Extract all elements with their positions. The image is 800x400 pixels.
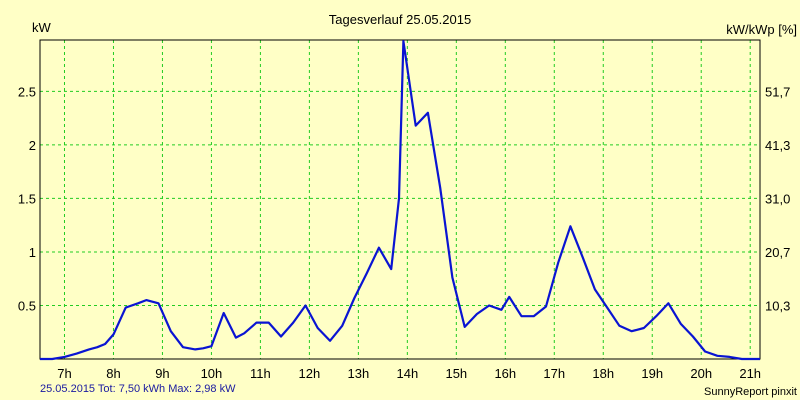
power-series-line [40, 39, 760, 361]
tick-labels: 7h 8h 9h 10h 11h 12h 13h 14h 15h 16h 17h 18h 19h 20h 2… [18, 84, 790, 381]
x-tick-label: 18h [592, 366, 614, 381]
y-axis-label-left: kW [32, 20, 52, 35]
x-tick-label: 13h [348, 366, 370, 381]
footer-stats: 25.05.2015 Tot: 7,50 kWh Max: 2,98 kW [40, 383, 236, 395]
y-tick-label-left: 2 [29, 138, 36, 153]
x-tick-label: 17h [543, 366, 565, 381]
y-tick-label-right: 51,7 [765, 84, 790, 99]
series-layer [40, 39, 760, 361]
x-tick-label: 15h [445, 366, 467, 381]
x-tick-label: 12h [299, 366, 321, 381]
y-tick-label-left: 0.5 [18, 298, 36, 313]
grid-lines [40, 40, 760, 359]
y-tick-label-left: 1.5 [18, 191, 36, 206]
x-tick-label: 21h [739, 366, 761, 381]
x-tick-label: 7h [57, 366, 71, 381]
x-tick-label: 20h [690, 366, 712, 381]
x-tick-label: 19h [641, 366, 663, 381]
y-tick-label-right: 41,3 [765, 138, 790, 153]
y-axis-label-right: kW/kWp [%] [726, 22, 797, 37]
plot-frame [39, 39, 761, 360]
x-tick-label: 14h [396, 366, 418, 381]
y-tick-label-left: 2.5 [18, 84, 36, 99]
x-tick-label: 11h [250, 366, 271, 381]
y-tick-label-right: 10,3 [765, 298, 790, 313]
x-tick-label: 16h [494, 366, 516, 381]
y-tick-label-right: 31,0 [765, 191, 790, 206]
y-tick-label-left: 1 [29, 245, 36, 260]
chart-title: Tagesverlauf 25.05.2015 [329, 12, 471, 27]
x-tick-label: 10h [201, 366, 223, 381]
y-tick-label-right: 20,7 [765, 245, 790, 260]
x-tick-label: 9h [155, 366, 169, 381]
x-tick-label: 8h [106, 366, 120, 381]
footer-brand: SunnyReport pinxit [704, 386, 797, 398]
